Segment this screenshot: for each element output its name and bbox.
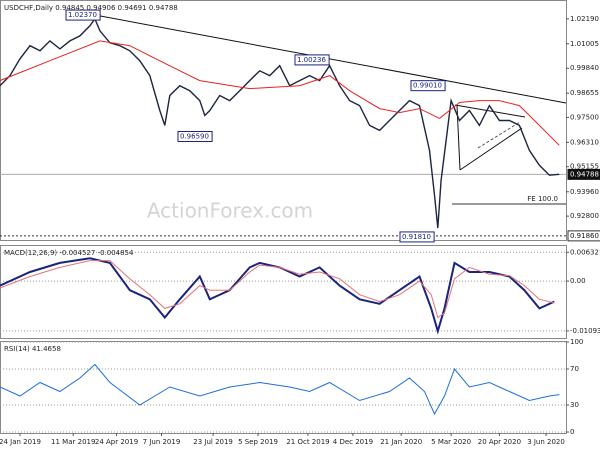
x-tick-label: 24 Jan 2019: [0, 438, 41, 446]
panel-title: USDCHF,Daily 0.94845 0.94906 0.94691 0.9…: [4, 4, 178, 12]
x-tick-label: 21 Oct 2019: [286, 438, 329, 446]
x-tick-label: 20 Apr 2020: [478, 438, 521, 446]
series-line: [0, 257, 555, 335]
label: 0.96590: [180, 133, 209, 141]
y-tick-label: 0.93960: [570, 188, 599, 196]
price-frame: [0, 0, 567, 241]
fe-label: FE 100.0: [527, 195, 558, 203]
label-box: [65, 9, 101, 21]
x-tick-label: 7 Jun 2019: [143, 438, 181, 446]
y-tick-label: 0.97500: [570, 113, 599, 121]
label: 0.94788: [570, 170, 599, 178]
triangle-lower: [459, 127, 523, 171]
label: 1.02370: [68, 11, 97, 19]
y-tick-label: 70: [570, 365, 579, 373]
macd-frame: [0, 245, 567, 339]
x-tick-label: 23 Jul 2019: [193, 438, 233, 446]
label-box: [294, 54, 330, 66]
x-tick-label: 21 Jan 2020: [380, 438, 422, 446]
panel-title: RSI(14) 41.4658: [4, 345, 61, 353]
label: 0.99010: [413, 82, 442, 90]
label: 0.91810: [402, 233, 431, 241]
y-tick-label: 0.96310: [570, 138, 599, 146]
y-tick-label: 0: [570, 428, 574, 436]
rsi-frame: [0, 341, 567, 434]
x-tick-label: 5 Sep 2019: [238, 438, 278, 446]
y-tick-label: 0.98655: [570, 89, 599, 97]
series-line: [0, 17, 560, 229]
x-tick-label: 3 Jun 2020: [527, 438, 565, 446]
x-tick-label: 24 Apr 2019: [95, 438, 138, 446]
y-tick-label: 1.01005: [570, 40, 599, 48]
label: 1.00236: [297, 56, 326, 64]
y-tick-label: 0.006321: [570, 248, 600, 256]
triangle-mid: [477, 121, 521, 149]
y-tick-label: 0.99840: [570, 64, 599, 72]
label-box: [399, 231, 435, 243]
series-line: [0, 260, 555, 319]
label: 0.91860: [570, 232, 599, 240]
y-tick-label: -0.010939: [570, 327, 600, 335]
label-box: [177, 131, 213, 143]
x-tick-label: 11 Mar 2019: [51, 438, 95, 446]
watermark: ActionForex.com: [147, 199, 313, 223]
y-tick-label: 100: [570, 338, 583, 346]
y-tick-label: 0.00: [570, 277, 586, 285]
trendline: [94, 14, 567, 104]
y-tick-label: 1.02190: [570, 15, 599, 23]
series-line: [0, 40, 560, 146]
label-box: [567, 168, 600, 180]
series-line: [0, 363, 560, 416]
y-tick-label: 0.92800: [570, 212, 599, 220]
label-box: [410, 80, 446, 92]
x-tick-label: 5 Mar 2020: [431, 438, 471, 446]
label-box: [567, 230, 600, 242]
panel-title: MACD(12,26,9) -0.004527 -0.004854: [4, 249, 134, 257]
y-tick-label: 30: [570, 401, 579, 409]
y-tick-label: 0.95155: [570, 163, 599, 171]
x-tick-label: 4 Dec 2019: [333, 438, 373, 446]
triangle-upper: [454, 104, 526, 118]
